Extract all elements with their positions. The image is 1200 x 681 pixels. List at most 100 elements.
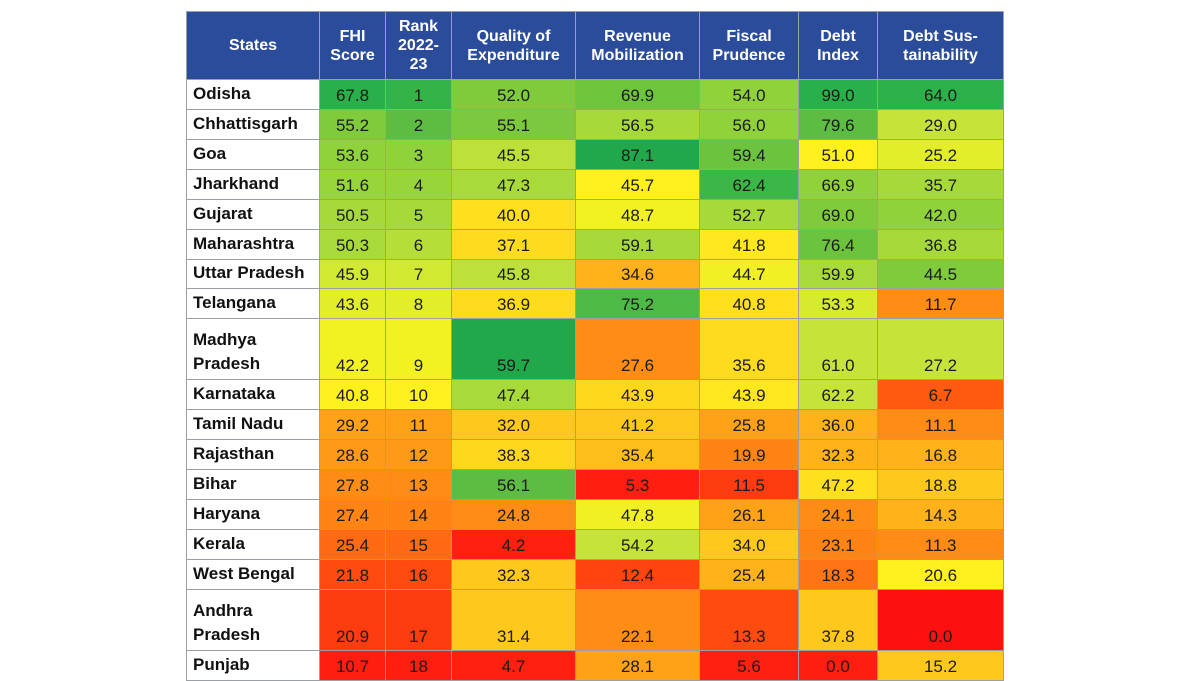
table-row: Rajasthan 28.6 12 38.3 35.4 19.9 32.3 16.8 [186,439,1004,470]
state-name: Tamil Nadu [193,414,284,433]
heat-cell-quality-of-expenditure: 32.0 [451,409,576,440]
heat-cell-debt-sustainability: 35.7 [877,169,1004,200]
state-name-cell: Maharashtra [186,229,320,260]
heat-cell-fhi-score: 27.8 [319,469,386,500]
column-header-line: Mobilization [591,46,684,64]
state-name-cell: Andhra Pradesh [186,589,320,651]
heat-cell-fiscal-prudence: 34.0 [699,529,799,560]
state-name: Pradesh [193,625,261,644]
heat-cell-revenue-mobilization: 34.6 [575,259,700,289]
heat-cell-debt-sustainability: 27.2 [877,318,1004,380]
table-row: Madhya Pradesh 42.2 9 59.7 27.6 35.6 61.0 27.2 [186,318,1004,380]
heat-cell-fiscal-prudence: 19.9 [699,439,799,470]
heat-cell-debt-sustainability: 42.0 [877,199,1004,230]
state-name-cell: Chhattisgarh [186,109,320,140]
heat-cell-debt-sustainability: 20.6 [877,559,1004,590]
state-name-cell: Madhya Pradesh [186,318,320,380]
heat-cell-debt-sustainability: 11.1 [877,409,1004,440]
heat-cell-rank: 5 [385,199,452,230]
heat-cell-rank: 9 [385,318,452,380]
column-header-line: States [228,37,278,54]
table-row: Uttar Pradesh 45.9 7 45.8 34.6 44.7 59.9 44.5 [186,259,1004,289]
table-row: Haryana 27.4 14 24.8 47.8 26.1 24.1 14.3 [186,499,1004,530]
heat-cell-rank: 8 [385,288,452,319]
heat-cell-debt-sustainability: 15.2 [877,650,1004,681]
heat-cell-quality-of-expenditure: 38.3 [451,439,576,470]
table-row: Gujarat 50.5 5 40.0 48.7 52.7 69.0 42.0 [186,199,1004,230]
heat-cell-quality-of-expenditure: 4.7 [451,650,576,681]
heat-cell-fiscal-prudence: 25.4 [699,559,799,590]
heat-cell-rank: 13 [385,469,452,500]
heat-cell-debt-index: 32.3 [798,439,878,470]
heat-cell-quality-of-expenditure: 59.7 [451,318,576,380]
heat-cell-revenue-mobilization: 43.9 [575,379,700,410]
column-header-revenue-mobilization: Revenue Mobilization [575,11,700,80]
heat-cell-debt-index: 62.2 [798,379,878,410]
state-name: Punjab [193,655,250,674]
heat-cell-debt-sustainability: 44.5 [877,259,1004,289]
heat-cell-debt-index: 47.2 [798,469,878,500]
heat-cell-debt-sustainability: 64.0 [877,79,1004,110]
table-row: Karnataka 40.8 10 47.4 43.9 43.9 62.2 6.7 [186,379,1004,410]
column-header-debt-index: Debt Index [798,11,878,80]
state-name: Rajasthan [193,444,275,463]
heat-cell-revenue-mobilization: 45.7 [575,169,700,200]
state-name: Chhattisgarh [193,114,298,133]
heat-cell-fhi-score: 27.4 [319,499,386,530]
heat-cell-rank: 18 [385,650,452,681]
heat-cell-debt-sustainability: 18.8 [877,469,1004,500]
heat-cell-fhi-score: 21.8 [319,559,386,590]
heat-cell-quality-of-expenditure: 32.3 [451,559,576,590]
state-name: Goa [193,144,227,163]
heat-cell-quality-of-expenditure: 45.5 [451,139,576,170]
heat-cell-quality-of-expenditure: 47.4 [451,379,576,410]
heat-cell-fhi-score: 50.5 [319,199,386,230]
heat-cell-fiscal-prudence: 52.7 [699,199,799,230]
heat-cell-rank: 4 [385,169,452,200]
state-name: Haryana [193,504,261,523]
heat-cell-quality-of-expenditure: 37.1 [451,229,576,260]
heat-cell-debt-sustainability: 11.7 [877,288,1004,319]
heat-cell-debt-index: 76.4 [798,229,878,260]
table-row: Punjab 10.7 18 4.7 28.1 5.6 0.0 15.2 [186,650,1004,681]
heat-cell-rank: 7 [385,259,452,289]
column-header-line: tainability [903,46,978,64]
fiscal-health-table: States FHI Score Rank 2022- 23 Quality of Expen… [186,11,1004,681]
heat-cell-fiscal-prudence: 62.4 [699,169,799,200]
state-name-cell: Tamil Nadu [186,409,320,440]
state-name-cell: Goa [186,139,320,170]
state-name: Jharkhand [193,174,279,193]
table-row: Jharkhand 51.6 4 47.3 45.7 62.4 66.9 35.7 [186,169,1004,200]
heat-cell-debt-sustainability: 0.0 [877,589,1004,651]
heat-cell-fiscal-prudence: 26.1 [699,499,799,530]
heat-cell-fiscal-prudence: 13.3 [699,589,799,651]
heat-cell-quality-of-expenditure: 31.4 [451,589,576,651]
column-header-states: States [186,11,320,80]
column-header-line: Debt Sus- [903,27,978,45]
heat-cell-fhi-score: 40.8 [319,379,386,410]
heat-cell-debt-index: 18.3 [798,559,878,590]
heat-cell-fiscal-prudence: 56.0 [699,109,799,140]
heat-cell-rank: 16 [385,559,452,590]
heat-cell-rank: 2 [385,109,452,140]
heat-cell-fhi-score: 29.2 [319,409,386,440]
column-header-debt-sustainability: Debt Sus-tainability [877,11,1004,80]
table-row: Goa 53.6 3 45.5 87.1 59.4 51.0 25.2 [186,139,1004,170]
heat-cell-revenue-mobilization: 59.1 [575,229,700,260]
heat-cell-revenue-mobilization: 5.3 [575,469,700,500]
state-name: Pradesh [193,354,261,373]
state-name: Maharashtra [193,234,295,253]
heat-cell-debt-sustainability: 11.3 [877,529,1004,560]
heat-cell-quality-of-expenditure: 45.8 [451,259,576,289]
heat-cell-fiscal-prudence: 5.6 [699,650,799,681]
column-header-fiscal-prudence: Fiscal Prudence [699,11,799,80]
heat-cell-fiscal-prudence: 41.8 [699,229,799,260]
state-name-cell: Telangana [186,288,320,319]
heat-cell-rank: 17 [385,589,452,651]
heat-cell-fiscal-prudence: 40.8 [699,288,799,319]
heat-cell-debt-sustainability: 6.7 [877,379,1004,410]
state-name-cell: Haryana [186,499,320,530]
state-name-cell: Gujarat [186,199,320,230]
heat-cell-revenue-mobilization: 47.8 [575,499,700,530]
table-row: Bihar 27.8 13 56.1 5.3 11.5 47.2 18.8 [186,469,1004,500]
